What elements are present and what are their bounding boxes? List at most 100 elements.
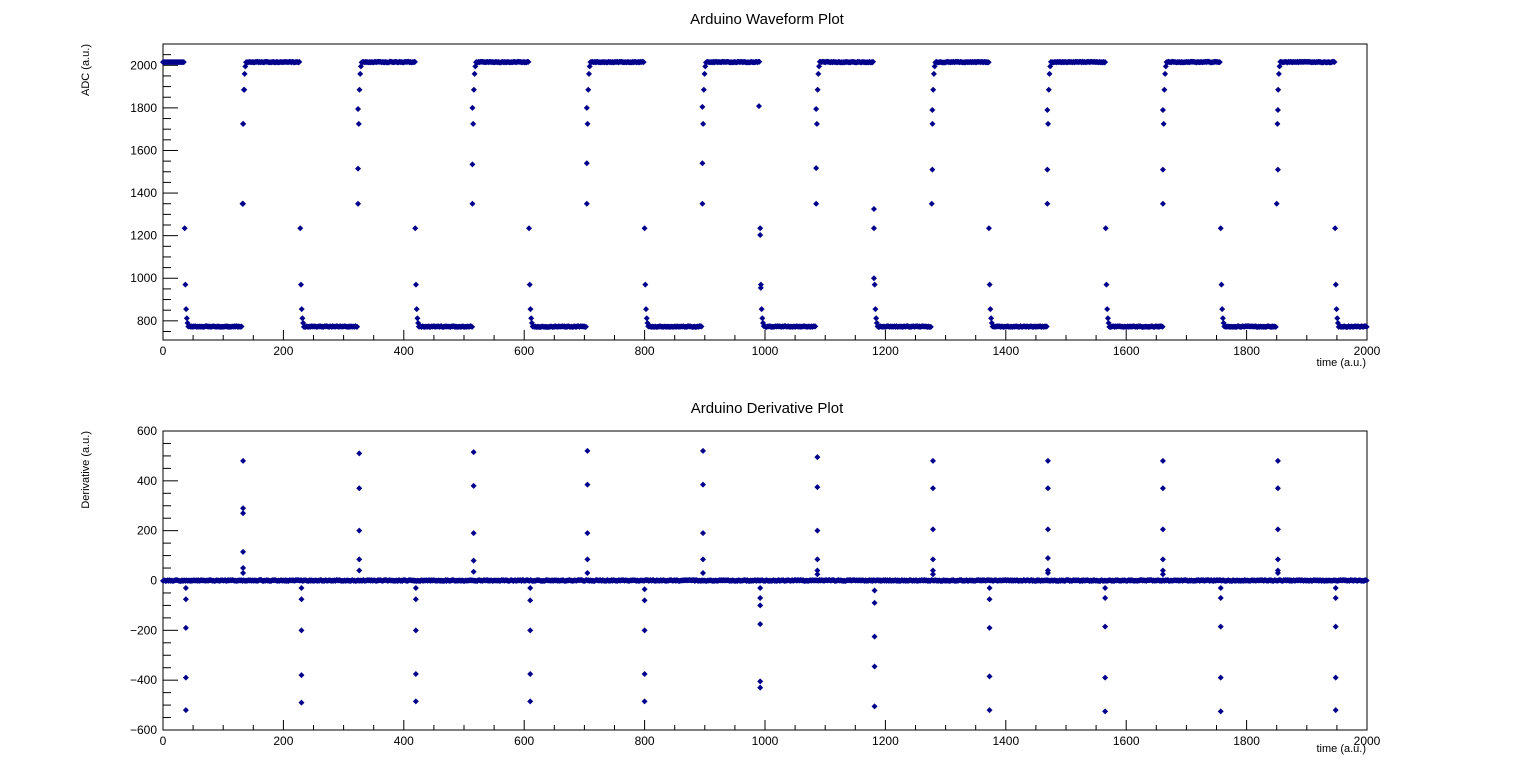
data-point [1218,585,1224,591]
x-tick-label: 0 [160,734,167,748]
data-point [1103,225,1109,231]
data-point [298,627,304,633]
y-tick-label: 800 [137,314,157,328]
y-tick-label: 600 [137,424,157,438]
data-point [1102,624,1108,630]
data-point [356,528,362,534]
data-point [814,484,820,490]
data-point [584,556,590,562]
data-point [1102,708,1108,714]
y-tick-label: 200 [137,524,157,538]
data-point [815,71,821,77]
data-point [413,282,419,288]
data-point [1160,526,1166,532]
data-point [298,700,304,706]
data-point [1218,624,1224,630]
data-point [1333,675,1339,681]
data-point [987,673,993,679]
data-point [241,87,247,93]
data-point [1275,485,1281,491]
data-point [298,672,304,678]
data-point [1275,458,1281,464]
data-point [470,121,476,127]
data-point [182,225,188,231]
data-point [642,627,648,633]
data-point [757,232,763,238]
y-tick-label: −600 [130,723,157,737]
data-point [930,526,936,532]
data-point [413,596,419,602]
data-point [356,556,362,562]
x-tick-label: 1200 [872,734,899,748]
data-point [644,315,650,321]
data-point [642,597,648,603]
data-point [413,698,419,704]
data-point [414,306,420,312]
data-point [1044,167,1050,173]
data-point [757,595,763,601]
data-point [527,627,533,633]
x-tick-label: 1800 [1233,344,1260,358]
data-point [987,707,993,713]
data-point [699,201,705,207]
data-point [758,285,764,291]
data-point [1044,201,1050,207]
data-point [757,685,763,691]
x-tick-label: 1600 [1113,734,1140,748]
data-point [759,306,765,312]
data-point [584,570,590,576]
data-point [1045,458,1051,464]
data-point [471,87,477,93]
data-point [1334,306,1340,312]
data-point [471,569,477,575]
data-point [1218,225,1224,231]
data-point [1276,71,1282,77]
data-point [584,201,590,207]
x-tick-label: 800 [635,344,655,358]
data-point [699,160,705,166]
data-point [299,306,305,312]
data-point [526,225,532,231]
x-tick-label: 400 [394,344,414,358]
y-tick-label: 1200 [130,229,157,243]
data-point [183,306,189,312]
data-point [413,671,419,677]
data-point [469,105,475,111]
data-point [757,678,763,684]
waveform-x-axis-label: time (a.u.) [1316,357,1366,369]
x-tick-label: 1400 [992,344,1019,358]
data-point [986,225,992,231]
data-point [297,225,303,231]
data-point [183,625,189,631]
data-point [814,121,820,127]
data-point [700,530,706,536]
data-point [472,71,478,77]
data-point [1333,595,1339,601]
data-point [930,87,936,93]
data-point [700,570,706,576]
x-tick-label: 1200 [872,344,899,358]
data-point [987,306,993,312]
data-point [469,201,475,207]
data-point [642,671,648,677]
derivative-y-axis-label: Derivative (a.u.) [80,431,92,509]
y-tick-label: 400 [137,474,157,488]
data-point [527,585,533,591]
data-point [356,485,362,491]
data-point [700,448,706,454]
data-point [757,621,763,627]
derivative-panel: Arduino Derivative Plot time (a.u.) Deri… [80,400,1381,755]
data-point [702,71,708,77]
data-point [356,450,362,456]
data-point [1160,571,1166,577]
data-point [240,510,246,516]
data-point [1160,167,1166,173]
data-point [586,71,592,77]
data-point [871,206,877,212]
data-point [240,458,246,464]
data-point [642,225,648,231]
data-point [988,315,994,321]
data-point [1219,306,1225,312]
data-point [1047,71,1053,77]
data-point [1160,458,1166,464]
